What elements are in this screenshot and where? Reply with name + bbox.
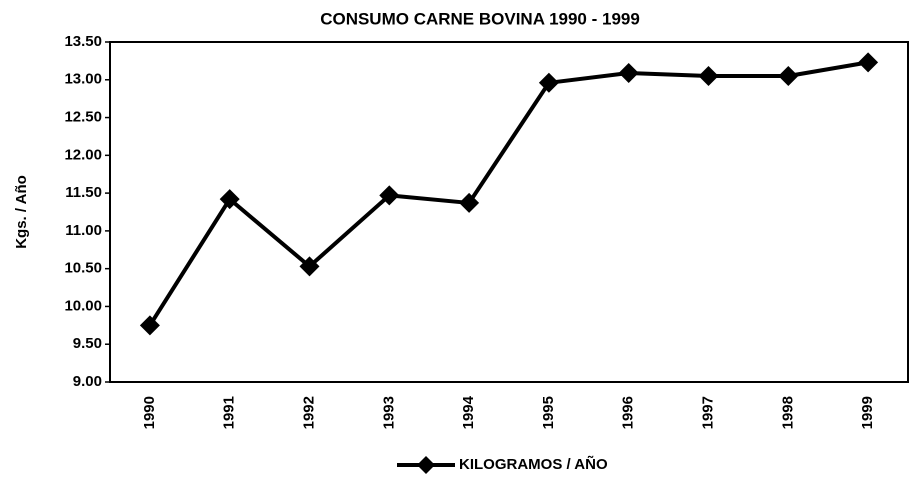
data-point bbox=[299, 256, 320, 277]
data-point bbox=[698, 66, 719, 86]
x-tick-label: 1998 bbox=[779, 396, 796, 429]
data-point bbox=[139, 315, 160, 336]
data-line bbox=[148, 60, 869, 327]
x-tick-label: 1999 bbox=[859, 396, 876, 429]
x-tick-label: 1997 bbox=[699, 396, 716, 429]
y-tick-label: 9.50 bbox=[73, 335, 102, 352]
y-tick-label: 13.50 bbox=[64, 33, 102, 50]
y-tick-label: 12.00 bbox=[64, 146, 102, 163]
data-point bbox=[379, 185, 400, 206]
x-tick-label: 1996 bbox=[620, 396, 637, 429]
chart-title: CONSUMO CARNE BOVINA 1990 - 1999 bbox=[320, 9, 640, 28]
y-tick-label: 10.50 bbox=[64, 260, 102, 277]
y-tick-label: 11.00 bbox=[65, 222, 102, 239]
x-tick-label: 1991 bbox=[221, 396, 238, 429]
legend-marker bbox=[417, 456, 435, 474]
y-tick-label: 12.50 bbox=[64, 109, 102, 126]
data-point bbox=[778, 66, 799, 86]
x-tick-label: 1992 bbox=[300, 396, 317, 429]
y-tick-label: 10.00 bbox=[64, 297, 102, 314]
data-point bbox=[219, 189, 240, 210]
x-tick-label: 1995 bbox=[540, 396, 557, 429]
y-tick-label: 9.00 bbox=[73, 373, 102, 390]
data-point bbox=[618, 62, 639, 83]
y-tick-label: 13.00 bbox=[64, 71, 102, 88]
data-point bbox=[459, 192, 480, 213]
plot-area bbox=[109, 41, 909, 383]
x-tick-label: 1994 bbox=[460, 395, 477, 429]
legend-label: KILOGRAMOS / AÑO bbox=[459, 455, 608, 473]
data-point bbox=[538, 72, 559, 93]
x-tick-label: 1990 bbox=[141, 396, 158, 429]
y-axis-label: Kgs. / Año bbox=[13, 175, 30, 249]
y-tick-label: 11.50 bbox=[65, 184, 102, 201]
x-tick-label: 1993 bbox=[380, 396, 397, 429]
data-point bbox=[858, 52, 879, 73]
